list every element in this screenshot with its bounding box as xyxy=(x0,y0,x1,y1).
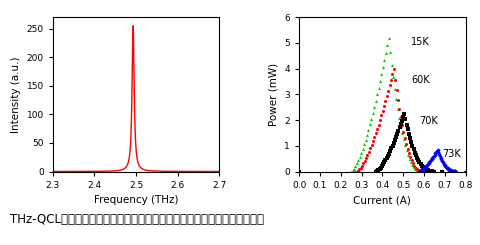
Y-axis label: Intensity (a.u.): Intensity (a.u.) xyxy=(11,56,21,133)
Text: THz-QCL的激光光谱（左图）以及在不同热沉温度下的功率输出（右图）。: THz-QCL的激光光谱（左图）以及在不同热沉温度下的功率输出（右图）。 xyxy=(10,213,264,226)
X-axis label: Current (A): Current (A) xyxy=(353,195,411,205)
Y-axis label: Power (mW): Power (mW) xyxy=(269,63,279,126)
X-axis label: Frequency (THz): Frequency (THz) xyxy=(94,195,178,205)
Text: 73K: 73K xyxy=(442,149,461,159)
Text: 15K: 15K xyxy=(411,37,430,47)
Text: 70K: 70K xyxy=(419,116,438,126)
Text: 60K: 60K xyxy=(411,75,430,85)
